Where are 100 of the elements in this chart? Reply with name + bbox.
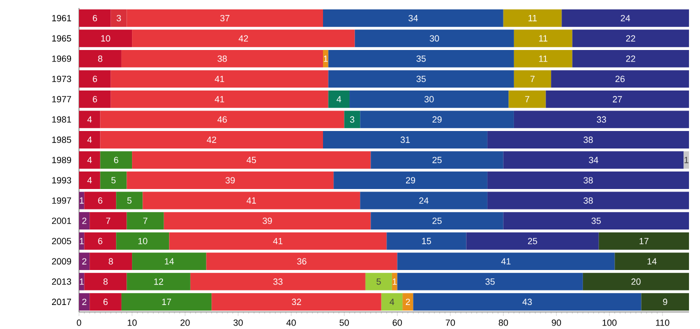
bar (100, 110, 344, 128)
data-label: 4 (87, 156, 92, 163)
data-label: 42 (206, 136, 216, 143)
data-label: 36 (297, 258, 306, 264)
bar (641, 293, 689, 310)
bar (79, 9, 111, 27)
bar (386, 232, 466, 250)
data-label: 27 (612, 96, 622, 102)
data-label: 11 (539, 35, 548, 42)
bar (514, 30, 572, 48)
y-tick-label: 1977 (52, 96, 72, 102)
bar (360, 110, 514, 128)
data-label: 20 (631, 278, 641, 285)
bar (354, 30, 514, 48)
y-tick-label: 2017 (52, 298, 72, 305)
data-label: 42 (238, 35, 248, 42)
bar (79, 50, 122, 68)
bar (79, 232, 84, 250)
y-tick-label: 1985 (52, 136, 72, 143)
y-tick-label: 2005 (52, 238, 72, 244)
y-tick-label: 1965 (52, 35, 72, 42)
bar (514, 50, 572, 68)
bar (132, 30, 355, 48)
data-label: 6 (114, 156, 118, 164)
bar (206, 252, 398, 270)
bar (582, 272, 689, 290)
data-label: 2 (82, 258, 86, 264)
data-label: 38 (584, 197, 593, 204)
bar (79, 293, 90, 310)
data-label: 39 (262, 218, 272, 224)
data-label: 46 (217, 116, 227, 123)
data-label: 14 (164, 258, 174, 264)
data-label: 4 (87, 136, 92, 143)
bar (79, 70, 111, 88)
bar (79, 192, 84, 210)
bar (487, 130, 689, 148)
bar (370, 212, 504, 230)
bar (546, 90, 689, 108)
data-label: 1 (80, 197, 84, 204)
bar (132, 252, 206, 270)
x-tick-label: 70 (446, 319, 455, 326)
data-label: 35 (592, 218, 601, 224)
bar (79, 130, 100, 148)
y-tick-label: 1997 (52, 197, 72, 204)
data-label: 29 (432, 116, 442, 123)
bar (466, 232, 599, 250)
bar (514, 110, 689, 128)
data-label: 41 (214, 76, 224, 82)
data-label: 24 (419, 197, 428, 204)
data-label: 4 (87, 177, 92, 184)
data-label: 10 (101, 35, 110, 42)
bar (84, 192, 116, 210)
bar (614, 252, 689, 270)
bar (572, 50, 689, 68)
bar (100, 171, 127, 189)
bar (212, 293, 382, 310)
bar (79, 30, 132, 48)
data-label: 14 (648, 258, 657, 264)
data-label: 37 (220, 14, 230, 22)
bar (323, 50, 328, 68)
bar (572, 30, 689, 48)
bar (79, 252, 90, 270)
bar (397, 252, 615, 270)
data-label: 25 (432, 156, 442, 164)
y-tick-label: 1981 (52, 116, 72, 123)
data-label: 2 (82, 218, 86, 224)
data-label: 1 (392, 278, 397, 285)
bar (190, 272, 366, 290)
data-label: 8 (98, 55, 102, 62)
data-label: 4 (87, 116, 92, 122)
bar (100, 130, 324, 148)
data-label: 4 (336, 96, 342, 102)
bar (551, 70, 689, 88)
bar (110, 70, 328, 88)
data-label: 31 (400, 136, 410, 143)
data-label: 11 (539, 55, 548, 62)
data-label: 8 (103, 278, 108, 285)
data-label: 30 (430, 35, 440, 42)
data-label: 6 (92, 14, 98, 22)
bar (100, 151, 132, 169)
data-label: 41 (246, 197, 256, 204)
x-tick-label: 60 (392, 319, 402, 326)
bar (142, 192, 360, 210)
bar (126, 171, 334, 189)
bar (344, 110, 360, 128)
data-label: 12 (154, 278, 164, 285)
data-label: 25 (432, 218, 442, 224)
data-label: 6 (98, 197, 102, 204)
data-label: 32 (292, 298, 302, 305)
y-tick-label: 1973 (52, 76, 72, 82)
bar (508, 90, 546, 108)
bar (323, 9, 504, 27)
bar (79, 272, 84, 290)
bar (126, 272, 190, 290)
bar (116, 232, 170, 250)
bar (323, 130, 488, 148)
data-label: 41 (273, 238, 282, 244)
data-label: 38 (584, 136, 593, 143)
bar (365, 272, 392, 290)
bar (503, 9, 562, 27)
